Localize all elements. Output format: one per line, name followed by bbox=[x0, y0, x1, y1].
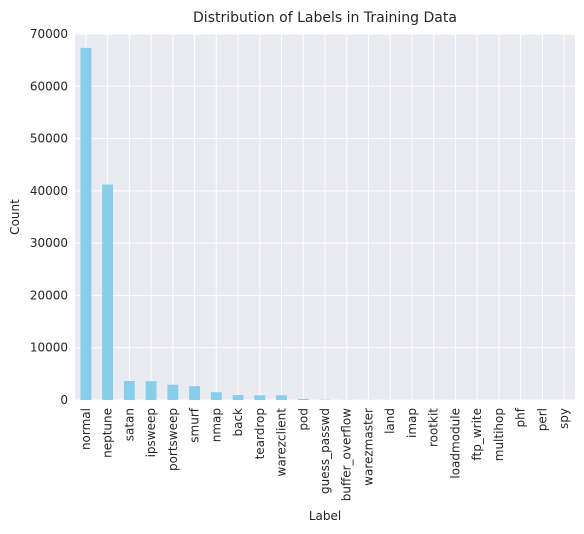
x-tick-label: teardrop bbox=[253, 408, 267, 459]
bar-satan bbox=[123, 381, 135, 400]
bar-pod bbox=[297, 398, 309, 400]
x-tick-label: rootkit bbox=[427, 408, 441, 447]
x-tick-label: smurf bbox=[188, 407, 202, 442]
x-tick-label: ftp_write bbox=[470, 408, 484, 461]
x-axis-ticks: normal neptune satan ipsweep portsweep smurf n… bbox=[79, 407, 571, 501]
bar-warezclient bbox=[276, 395, 287, 400]
x-tick-label: ipsweep bbox=[144, 408, 158, 457]
bar-teardrop bbox=[254, 395, 266, 400]
x-tick-label: multihop bbox=[492, 408, 506, 461]
bar-nmap bbox=[210, 392, 222, 400]
y-axis-label: Count bbox=[8, 199, 22, 235]
x-tick-label: phf bbox=[514, 407, 528, 427]
x-tick-label: warezmaster bbox=[361, 408, 375, 486]
x-tick-label: normal bbox=[79, 408, 93, 450]
bar-ipsweep bbox=[145, 381, 157, 400]
x-tick-label: back bbox=[231, 408, 245, 437]
x-tick-label: pod bbox=[296, 408, 310, 431]
x-tick-label: imap bbox=[405, 408, 419, 438]
x-tick-label: loadmodule bbox=[448, 408, 462, 479]
bar-smurf bbox=[189, 386, 200, 400]
bar-back bbox=[232, 395, 244, 400]
x-tick-label: guess_passwd bbox=[318, 408, 332, 494]
y-tick-label: 50000 bbox=[30, 132, 68, 146]
x-tick-label: spy bbox=[557, 408, 571, 429]
x-axis-label: Label bbox=[309, 509, 341, 523]
chart-title: Distribution of Labels in Training Data bbox=[193, 10, 457, 26]
y-tick-label: 10000 bbox=[30, 341, 68, 355]
y-tick-label: 40000 bbox=[30, 184, 68, 198]
x-tick-label: neptune bbox=[101, 408, 115, 458]
x-tick-label: nmap bbox=[209, 408, 223, 442]
x-tick-label: warezclient bbox=[275, 408, 289, 477]
bar-neptune bbox=[102, 184, 114, 400]
x-tick-label: buffer_overflow bbox=[340, 408, 354, 501]
y-tick-label: 60000 bbox=[30, 79, 68, 93]
y-tick-label: 20000 bbox=[30, 288, 68, 302]
y-axis-ticks: 0 10000 20000 30000 40000 50000 60000 70000 bbox=[30, 27, 68, 407]
x-tick-label: satan bbox=[122, 408, 136, 441]
y-tick-label: 30000 bbox=[30, 236, 68, 250]
x-tick-label: portsweep bbox=[166, 408, 180, 471]
x-tick-label: land bbox=[383, 408, 397, 434]
bar-normal bbox=[80, 47, 92, 401]
bar-portsweep bbox=[167, 384, 179, 400]
y-tick-label: 70000 bbox=[30, 27, 68, 41]
bars bbox=[80, 47, 570, 401]
x-tick-label: perl bbox=[535, 408, 549, 431]
y-tick-label: 0 bbox=[60, 393, 68, 407]
